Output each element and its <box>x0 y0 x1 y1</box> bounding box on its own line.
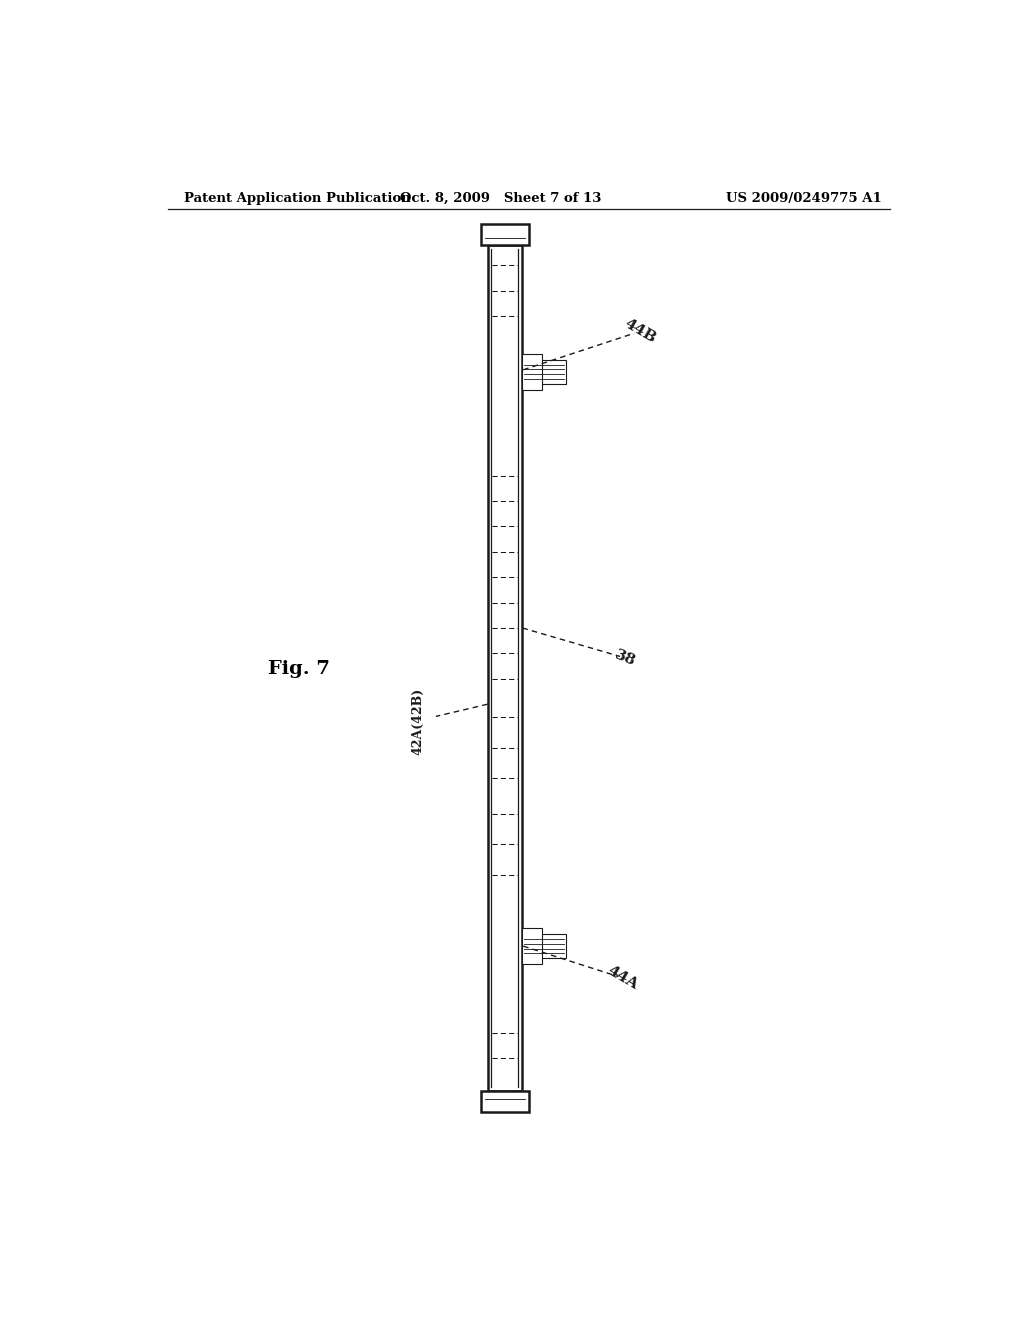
Bar <box>522 354 542 391</box>
Text: US 2009/0249775 A1: US 2009/0249775 A1 <box>726 191 882 205</box>
Text: 44B: 44B <box>622 317 658 346</box>
Bar <box>481 224 528 244</box>
Bar <box>481 1092 528 1111</box>
Text: Patent Application Publication: Patent Application Publication <box>183 191 411 205</box>
Text: 42A(42B): 42A(42B) <box>412 688 424 755</box>
Bar <box>522 928 542 965</box>
Text: Fig. 7: Fig. 7 <box>267 660 330 677</box>
Bar <box>522 359 566 384</box>
Bar <box>487 244 522 1092</box>
Text: Oct. 8, 2009   Sheet 7 of 13: Oct. 8, 2009 Sheet 7 of 13 <box>400 191 602 205</box>
Text: 44A: 44A <box>605 964 641 993</box>
Text: 38: 38 <box>612 647 637 668</box>
Bar <box>522 935 566 958</box>
